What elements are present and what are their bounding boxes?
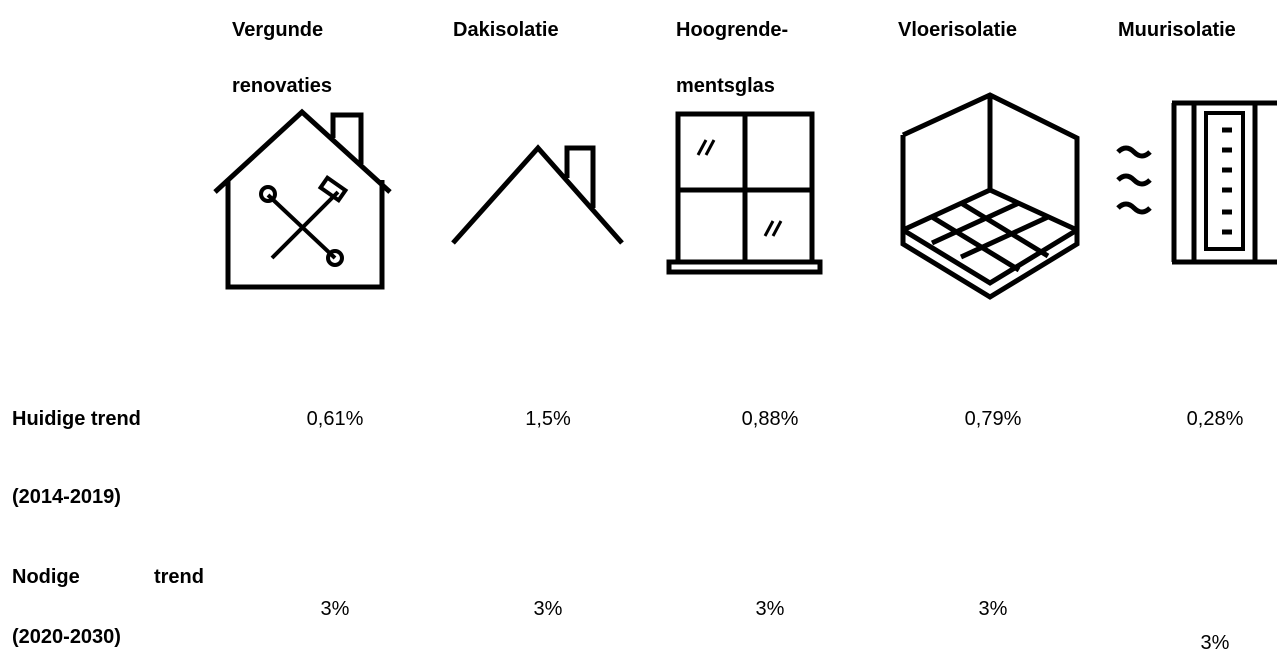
column-header: Muurisolatie — [1118, 19, 1236, 41]
cell-value: 0,79% — [964, 408, 1022, 430]
column-header: Vergunde — [232, 19, 324, 41]
window-icon — [666, 111, 823, 275]
row-label: Huidige trend — [12, 408, 141, 430]
row-label: Nodige trend — [12, 566, 204, 588]
column-header: mentsglas — [676, 75, 775, 97]
cell-value: 1,5% — [525, 408, 571, 430]
cell-value: 3% — [755, 598, 785, 620]
cell-value: 3% — [533, 598, 563, 620]
row-label: (2014-2019) — [12, 486, 121, 508]
column-header: Hoogrende- — [676, 19, 789, 41]
cell-value: 0,88% — [741, 408, 799, 430]
wall-icon — [1116, 100, 1277, 265]
column-header: Vloerisolatie — [898, 19, 1017, 41]
roof-icon — [451, 144, 624, 245]
column-header: Dakisolatie — [453, 19, 559, 41]
cell-value: 3% — [1200, 632, 1230, 654]
cell-value: 3% — [320, 598, 350, 620]
house-icon — [213, 108, 392, 290]
cell-value: 0,61% — [306, 408, 364, 430]
column-header: renovaties — [232, 75, 333, 97]
cell-value: 0,28% — [1186, 408, 1244, 430]
floor-icon — [900, 92, 1080, 300]
row-label: (2020-2030) — [12, 626, 121, 648]
cell-value: 3% — [978, 598, 1008, 620]
